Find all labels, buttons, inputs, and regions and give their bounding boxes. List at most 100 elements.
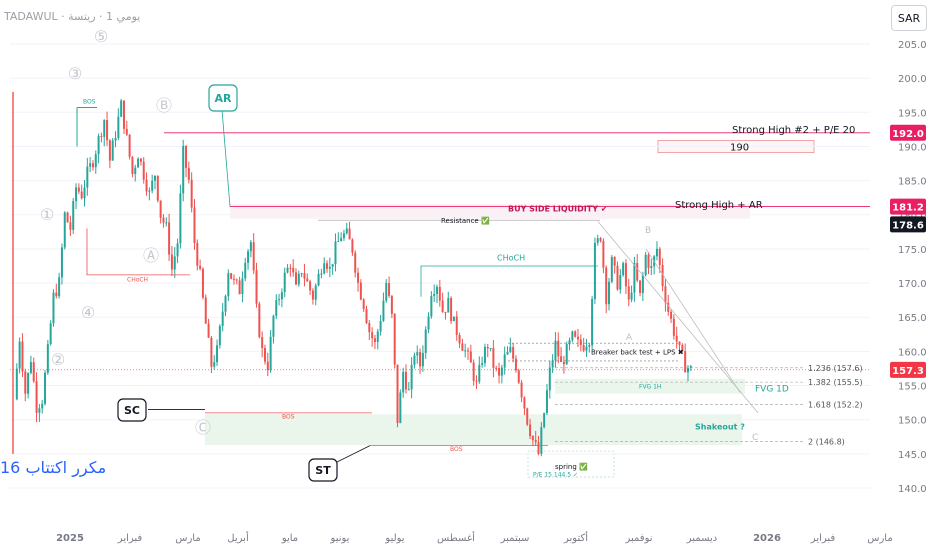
candle-body [165,222,168,224]
candle-body [517,370,520,383]
candle-body [574,331,577,337]
candle-body [376,331,379,342]
candle-body [83,187,86,199]
candle-body [354,252,357,273]
sc-box [117,398,147,422]
price-badge [890,198,926,215]
candle-body [306,278,309,282]
candle-body [543,413,546,428]
candle-body [613,256,616,266]
strong-high-2-label: Strong High #2 + P/E 20 [732,125,855,136]
wave-label: Ⓒ [195,418,211,437]
candle-body [616,265,619,290]
price-badge [890,216,926,233]
candle-body [438,286,441,301]
candle-body [545,390,548,414]
st-label: ST [315,464,331,477]
candle-body [320,273,323,275]
candle-body [18,341,21,369]
fib-label: 1.236 (157.6) [808,364,863,373]
price-badge-label: 178.6 [892,220,924,231]
candle-body [235,279,238,281]
candle-body [86,166,89,188]
candle-body [461,343,464,351]
candle-body [421,352,424,367]
candle-body [114,137,117,141]
candle-body [647,254,650,268]
candle-body [348,228,351,240]
y-tick-label: 160.0 [898,347,927,358]
st-connector [334,445,371,464]
candle-body [252,242,255,271]
candle-body [577,336,579,340]
x-tick-label: أكتوبر [563,531,588,544]
x-tick-label: 2025 [56,533,84,544]
candle-body [244,262,247,279]
candle-body [238,280,241,295]
candle-body [77,187,80,192]
candle-body [658,248,661,266]
candle-body [357,272,360,283]
sc-label: SC [124,404,140,417]
candle-body [213,362,216,367]
price-badge [890,124,926,141]
candle-body [173,256,176,270]
candle-body [286,267,289,273]
price-badge-label: 192.0 [892,129,924,140]
candle-body [427,316,430,330]
candle-body [128,134,131,157]
candle-body [478,364,481,382]
candle-body [610,256,613,282]
candle-body [139,158,142,162]
candle-body [582,344,585,351]
candle-body [399,392,402,423]
candle-body [551,360,554,368]
wave-letter: C [752,433,758,443]
x-tick-label: سبتمبر [500,533,530,544]
candle-body [261,337,264,349]
choch-label: CHoCH [497,254,525,263]
candle-body [35,381,38,413]
candle-body [464,350,467,352]
shakeout-label: Shakeout ? [695,423,745,432]
x-tick-label: أغسطس [437,531,475,544]
candle-body [684,351,687,373]
candle-body [193,207,196,243]
wave-label: ③ [68,64,82,83]
fvg-1h-label: FVG 1H [639,384,661,391]
candle-body [531,436,534,441]
currency-button[interactable]: SAR [891,5,927,31]
candle-body [58,277,61,297]
candle-body [359,282,362,300]
wave-letter: B [645,226,651,236]
candle-body [560,356,563,362]
candle-body [38,408,41,413]
candle-body [548,367,551,391]
y-tick-label: 195.0 [898,108,927,119]
x-tick-label: فبراير [810,533,836,544]
candle-body [568,340,571,345]
candle-body [283,272,286,293]
candle-body [275,300,278,316]
candle-body [498,367,501,376]
candle-body [154,175,156,181]
candle-body [436,286,438,294]
candle-body [46,344,49,373]
candle-body [227,273,230,297]
candle-body [379,320,382,332]
candle-body [650,266,653,268]
candle-body [185,145,188,168]
price-badge [890,361,926,378]
candle-body [351,239,354,253]
breaker-label: Breaker back test + LPS ✖ [591,348,684,356]
candle-body [168,222,171,255]
candle-body [362,299,365,309]
candle-body [689,365,692,368]
y-tick-label: 150.0 [898,416,927,427]
x-tick-label: مارس [867,533,892,544]
candle-body [224,296,227,312]
candle-body [430,296,433,317]
candle-body [390,295,393,314]
wave-label: Ⓑ [156,96,172,115]
